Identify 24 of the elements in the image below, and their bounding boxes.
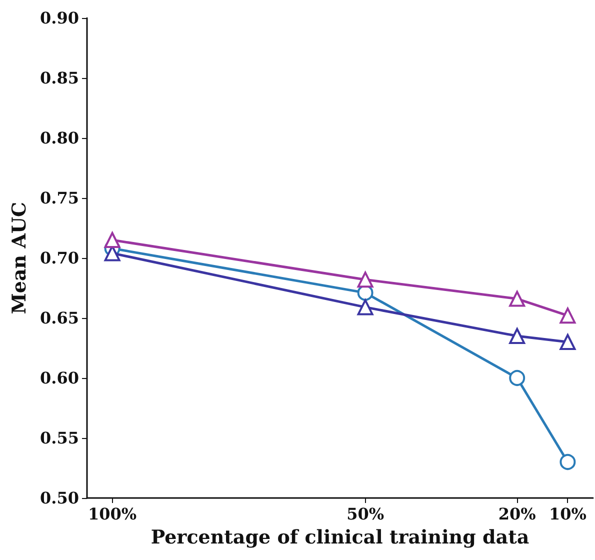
point: [357, 272, 374, 288]
y-tick-label: 0.70: [40, 248, 79, 268]
point: [560, 308, 576, 324]
y-tick-label: 0.55: [40, 428, 79, 448]
y-axis-title: Mean AUC: [8, 202, 31, 314]
point: [560, 334, 576, 350]
y-tick-label: 0.90: [40, 8, 79, 28]
x-tick-label: 100%: [88, 504, 137, 524]
y-tick-label: 0.50: [40, 488, 79, 508]
x-tick-label: 20%: [498, 504, 536, 524]
x-axis-title: Percentage of clinical training data: [150, 526, 530, 548]
x-tick-label: 50%: [346, 504, 384, 524]
y-tick-label: 0.75: [40, 188, 79, 208]
point: [357, 299, 374, 316]
x-tick-label: 10%: [548, 504, 586, 524]
y-tick-label: 0.80: [40, 128, 79, 148]
point: [509, 290, 526, 307]
y-tick-label: 0.65: [40, 308, 79, 328]
point: [509, 328, 526, 344]
point: [509, 370, 526, 386]
point: [104, 232, 120, 248]
y-tick-label: 0.60: [40, 368, 79, 388]
point: [560, 454, 576, 470]
y-tick-label: 0.85: [40, 68, 79, 88]
